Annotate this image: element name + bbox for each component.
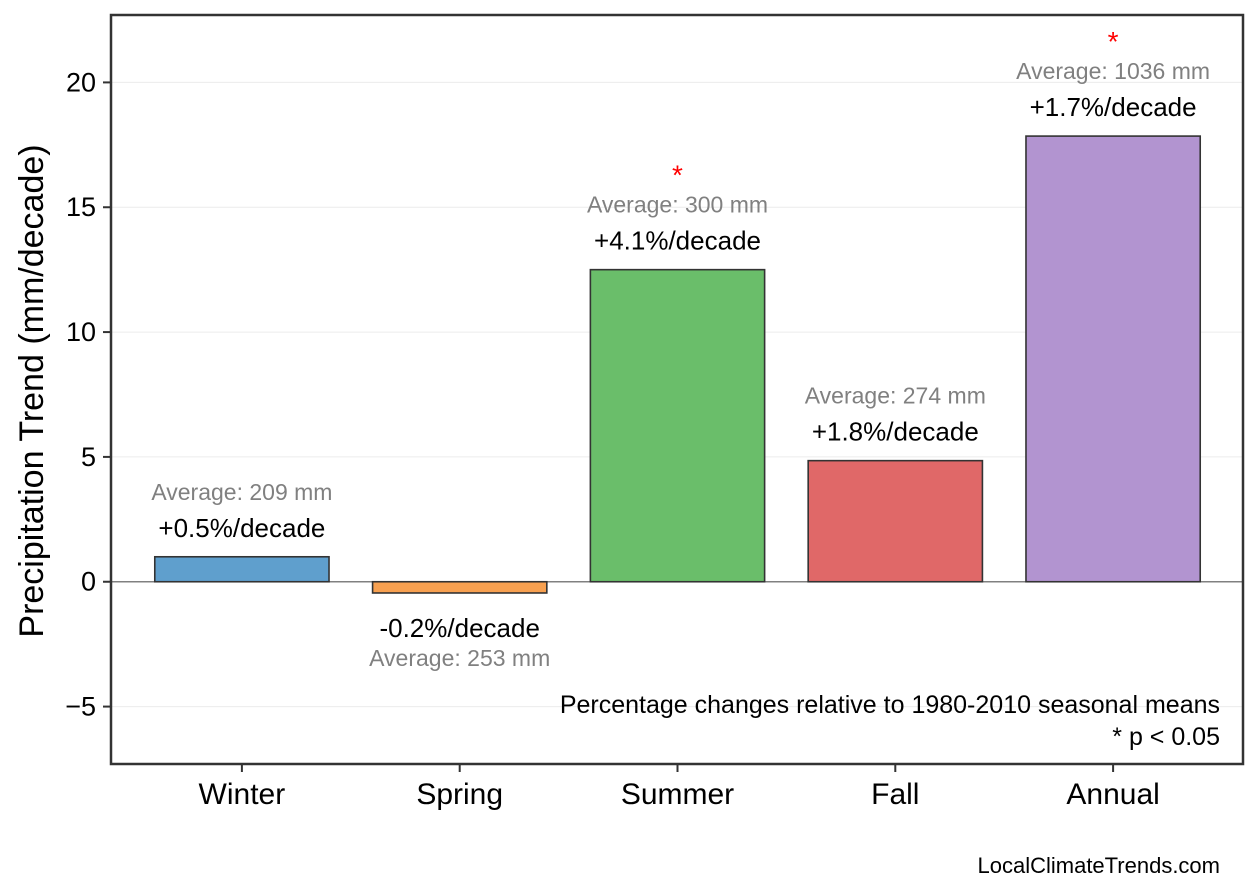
avg-label: Average: 300 mm xyxy=(587,192,768,218)
bar-summer xyxy=(589,268,766,583)
significance-marker: * xyxy=(672,160,683,191)
x-tick-label: Annual xyxy=(1066,778,1159,811)
plot-frame xyxy=(109,13,1245,766)
avg-label: Average: 1036 mm xyxy=(1016,58,1210,84)
y-axis-label: Precipitation Trend (mm/decade) xyxy=(13,144,51,637)
x-tick-label: Summer xyxy=(621,778,734,811)
y-tick-label: 20 xyxy=(66,67,96,97)
credit-text: LocalClimateTrends.com xyxy=(978,853,1221,878)
note-percentage-changes: Percentage changes relative to 1980-2010… xyxy=(560,691,1220,719)
x-tick-label: Spring xyxy=(416,778,503,811)
pct-label: +1.7%/decade xyxy=(1030,92,1197,122)
pct-label: +4.1%/decade xyxy=(594,226,761,256)
bar-spring xyxy=(371,580,548,594)
bar-winter xyxy=(153,555,330,583)
y-tick-label: 5 xyxy=(81,442,96,472)
y-tick-label: −5 xyxy=(65,692,96,722)
y-tick-label: 10 xyxy=(66,317,96,347)
pct-label: +0.5%/decade xyxy=(158,513,325,543)
significance-marker: * xyxy=(1108,26,1119,57)
y-tick-label: 0 xyxy=(81,567,96,597)
bar-fall xyxy=(807,459,984,583)
bars xyxy=(153,135,1202,594)
avg-label: Average: 209 mm xyxy=(151,479,332,505)
x-tick-label: Winter xyxy=(199,778,286,811)
pct-label: -0.2%/decade xyxy=(379,613,539,643)
x-tick-label: Fall xyxy=(871,778,919,811)
axis-ticks: −5 0 5 10 15 20 Winter Spring Summer Fall Annual xyxy=(65,67,1160,811)
avg-label: Average: 274 mm xyxy=(805,383,986,409)
y-tick-label: 15 xyxy=(66,192,96,222)
bar-annual xyxy=(1025,135,1202,583)
note-significance: * p < 0.05 xyxy=(1112,723,1220,751)
pct-label: +1.8%/decade xyxy=(812,417,979,447)
avg-label: Average: 253 mm xyxy=(369,645,550,671)
